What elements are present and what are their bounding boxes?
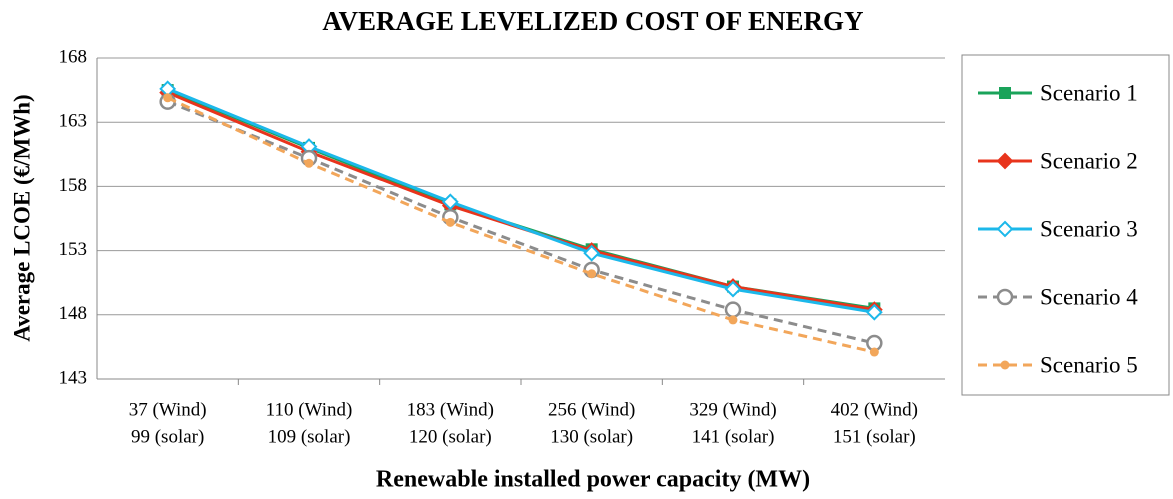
marker (163, 93, 173, 103)
legend-box (961, 54, 1170, 396)
marker (441, 193, 459, 211)
legend-label: Scenario 3 (1040, 216, 1138, 241)
legend-label: Scenario 4 (1040, 284, 1138, 309)
marker (869, 347, 879, 357)
x-tick-label: 329 (Wind) (689, 399, 776, 420)
marker (1000, 360, 1010, 370)
x-tick-label: 120 (solar) (409, 426, 492, 447)
x-tick-label: 130 (solar) (550, 426, 633, 447)
x-tick-label: 109 (solar) (268, 426, 351, 447)
x-tick-label: 183 (Wind) (407, 399, 494, 420)
series-line (167, 91, 875, 312)
marker (996, 152, 1014, 170)
y-tick-label: 153 (59, 239, 88, 260)
series-line (167, 100, 875, 345)
legend-label: Scenario 2 (1040, 148, 1138, 173)
marker (728, 315, 738, 325)
y-tick-label: 158 (59, 175, 88, 196)
legend-label: Scenario 5 (1040, 352, 1138, 377)
x-tick-label: 99 (solar) (131, 426, 204, 447)
legend-label: Scenario 1 (1040, 80, 1138, 105)
marker (304, 158, 314, 168)
marker (583, 244, 601, 262)
x-tick-label: 256 (Wind) (548, 399, 635, 420)
x-tick-label: 37 (Wind) (129, 399, 207, 420)
series-line (167, 88, 875, 310)
chart-title: AVERAGE LEVELIZED COST OF ENERGY (322, 6, 863, 36)
marker (996, 288, 1014, 306)
marker (996, 220, 1014, 238)
x-tick-label: 402 (Wind) (831, 399, 918, 420)
marker (999, 87, 1011, 99)
marker (865, 303, 883, 321)
y-tick-label: 143 (59, 367, 88, 388)
y-tick-label: 163 (59, 111, 88, 132)
x-tick-label: 151 (solar) (833, 426, 916, 447)
x-axis-title: Renewable installed power capacity (MW) (376, 467, 810, 493)
y-tick-label: 168 (59, 46, 88, 67)
marker (724, 280, 742, 298)
marker (724, 301, 742, 318)
x-tick-label: 110 (Wind) (266, 399, 353, 420)
y-axis-title: Average LCOE (€/MWh) (9, 94, 34, 341)
marker (587, 269, 597, 279)
series-line (167, 96, 875, 354)
y-tick-label: 148 (59, 303, 88, 324)
series-line (167, 87, 875, 314)
x-tick-label: 141 (solar) (692, 426, 775, 447)
marker (445, 217, 455, 227)
